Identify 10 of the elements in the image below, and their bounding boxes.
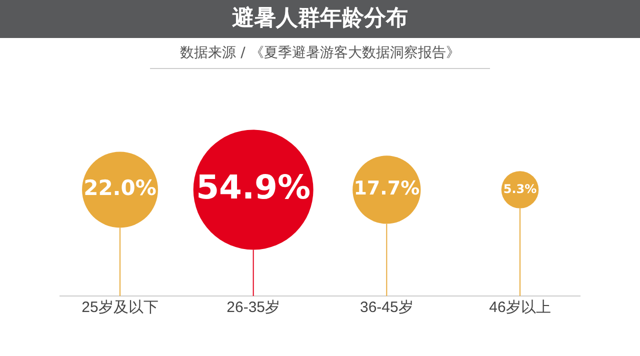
category-label: 26-35岁 — [226, 299, 280, 316]
data-label: 5.3% — [503, 182, 537, 196]
category-label: 25岁及以下 — [82, 299, 158, 316]
text: 数据来源 / 《夏季避暑游客大数据洞察报告》 — [150, 38, 490, 69]
text: 避暑人群年龄分布 — [0, 0, 640, 38]
category-label: 36-45岁 — [360, 299, 414, 316]
data-label: 17.7% — [354, 178, 420, 200]
data-label: 54.9% — [196, 167, 311, 206]
category-label: 46岁以上 — [489, 299, 551, 316]
data-label: 22.0% — [84, 176, 156, 200]
